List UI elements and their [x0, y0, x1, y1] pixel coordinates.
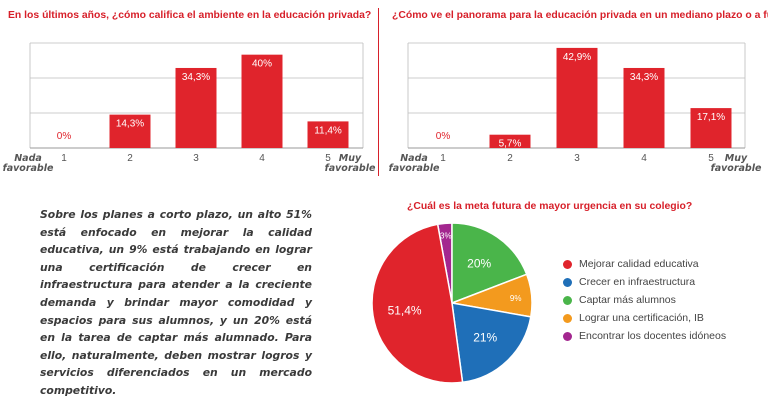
chart-3-title: ¿Cuál es la meta futura de mayor urgenci…	[407, 201, 693, 212]
legend-swatch	[563, 314, 572, 323]
chart1-bar-2	[109, 114, 151, 148]
pie-slice-1	[371, 223, 464, 384]
chart1-tick-label-4: 4	[259, 153, 265, 164]
chart1-data-label-2: 14,3%	[116, 119, 144, 130]
bar-chart-ambiente: 0%114,3%234,3%340%411,4%5NadafavorableMu…	[3, 42, 376, 174]
pie-data-label-2: 21%	[473, 331, 497, 345]
chart-2-title: ¿Cómo ve el panorama para la educación p…	[392, 10, 768, 21]
chart1-tick-label-2: 2	[127, 153, 133, 164]
chart2-tick-label-1: 1	[440, 153, 446, 164]
chart2-data-label-5: 17,1%	[697, 112, 725, 123]
chart1-data-label-1: 0%	[57, 131, 72, 142]
legend-swatch	[563, 260, 572, 269]
pie-data-label-1: 51,4%	[388, 303, 422, 317]
chart1-tick-label-1: 1	[61, 153, 67, 164]
legend-label: Encontrar los docentes idóneos	[579, 330, 727, 342]
chart2-end-label-right: Muy	[725, 153, 748, 164]
chart2-tick-label-4: 4	[641, 153, 647, 164]
chart2-bar-5	[690, 108, 732, 148]
chart1-data-label-3: 34,3%	[182, 72, 210, 83]
chart2-end-label-left: Nada	[400, 153, 428, 164]
chart1-tick-label-5: 5	[325, 153, 331, 164]
chart2-data-label-3: 42,9%	[563, 52, 591, 63]
pie-data-label-3: 20%	[467, 256, 491, 270]
chart2-end-label-right: favorable	[711, 163, 762, 174]
chart2-tick-label-2: 2	[507, 153, 513, 164]
pie-chart-meta-futura: 3% 20% 9% 21% 51,4%	[371, 222, 533, 384]
chart2-data-label-4: 34,3%	[630, 72, 658, 83]
legend-label: Mejorar calidad educativa	[579, 258, 699, 270]
pie-slice-3	[451, 222, 528, 305]
legend-label: Captar más alumnos	[579, 294, 676, 306]
legend-label: Lograr una certificación, IB	[579, 312, 704, 324]
pie-data-label-4: 9%	[510, 294, 522, 303]
chart1-bar-3	[175, 67, 217, 148]
chart2-tick-label-3: 3	[574, 153, 580, 164]
pie-data-label-5: 3%	[440, 231, 452, 240]
chart2-bar-3	[556, 47, 598, 148]
chart2-bar-4	[623, 67, 665, 148]
summary-paragraph: Sobre los planes a corto plazo, un alto …	[40, 208, 312, 397]
vertical-divider	[378, 8, 379, 176]
chart1-end-label-left: Nada	[14, 153, 42, 164]
chart2-data-label-1: 0%	[436, 131, 451, 142]
legend-label: Crecer en infraestructura	[579, 276, 696, 288]
legend-swatch	[563, 278, 572, 287]
chart2-end-label-left: favorable	[389, 163, 440, 174]
chart1-data-label-5: 11,4%	[314, 125, 342, 136]
legend-swatch	[563, 296, 572, 305]
chart2-data-label-2: 5,7%	[499, 139, 522, 150]
chart1-bar-5	[307, 121, 349, 148]
chart2-tick-label-5: 5	[708, 153, 714, 164]
chart1-end-label-right: Muy	[339, 153, 362, 164]
chart1-end-label-right: favorable	[325, 163, 376, 174]
chart1-data-label-4: 40%	[252, 59, 272, 70]
legend-swatch	[563, 332, 572, 341]
chart2-bar-2	[489, 134, 531, 148]
chart-1-title: En los últimos años, ¿cómo califica el a…	[8, 10, 372, 21]
chart1-bar-4	[241, 54, 283, 148]
chart1-tick-label-3: 3	[193, 153, 199, 164]
chart1-end-label-left: favorable	[3, 163, 54, 174]
pie-slice-2	[451, 302, 532, 384]
bar-chart-panorama: 0%15,7%242,9%334,3%417,1%5NadafavorableM…	[389, 42, 762, 174]
